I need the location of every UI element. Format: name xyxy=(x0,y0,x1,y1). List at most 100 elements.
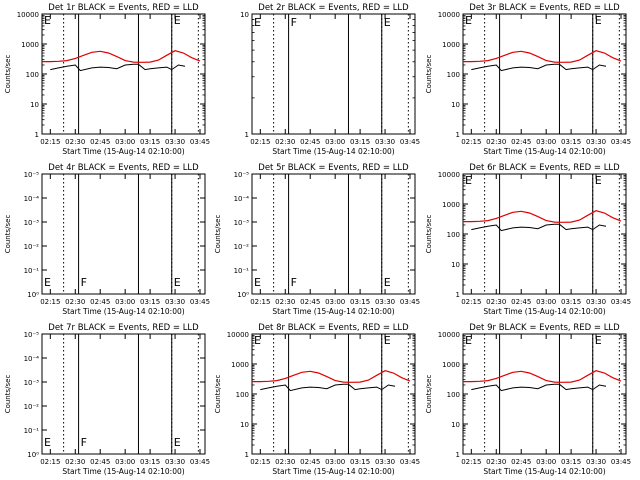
marker-label: E xyxy=(174,276,181,289)
x-tick-label: 03:30 xyxy=(586,138,606,146)
marker-label: E xyxy=(465,334,472,347)
y-tick-label: 10⁻³ xyxy=(24,379,40,387)
x-axis-label: Start Time (15-Aug-14 02:10:00) xyxy=(483,147,605,156)
panel-title: Det 8r BLACK = Events, RED = LLD xyxy=(258,323,409,333)
x-tick-label: 03:45 xyxy=(400,298,420,306)
x-axis-label: Start Time (15-Aug-14 02:10:00) xyxy=(272,467,394,476)
y-tick-label: 1000 xyxy=(21,41,39,49)
y-tick-label: 1000 xyxy=(442,361,460,369)
x-axis-label: Start Time (15-Aug-14 02:10:00) xyxy=(62,307,184,316)
panel-title: Det 2r BLACK = Events, RED = LLD xyxy=(258,3,409,13)
marker-label: E xyxy=(174,436,181,449)
y-tick-label: 10 xyxy=(451,421,460,429)
lld-series-line xyxy=(42,50,201,63)
x-tick-label: 02:15 xyxy=(40,458,60,466)
x-tick-label: 03:45 xyxy=(611,298,631,306)
lld-series-line xyxy=(463,370,622,383)
marker-label: F xyxy=(81,276,87,289)
x-tick-label: 02:45 xyxy=(511,298,531,306)
x-tick-label: 02:30 xyxy=(486,138,506,146)
y-tick-label: 1 xyxy=(456,451,460,459)
x-tick-label: 02:15 xyxy=(40,298,60,306)
x-tick-label: 02:45 xyxy=(300,138,320,146)
x-tick-label: 03:45 xyxy=(190,298,210,306)
marker-label: E xyxy=(384,334,391,347)
x-tick-label: 03:15 xyxy=(140,298,160,306)
x-tick-label: 02:30 xyxy=(275,298,295,306)
y-tick-label: 10⁻¹ xyxy=(24,427,40,435)
x-axis-label: Start Time (15-Aug-14 02:10:00) xyxy=(483,307,605,316)
x-tick-label: 03:30 xyxy=(165,298,185,306)
panel-det-2: Det 2r BLACK = Events, RED = LLD 1 10 02:15… xyxy=(240,3,420,156)
y-tick-label: 10000 xyxy=(438,171,460,179)
x-tick-label: 03:45 xyxy=(400,138,420,146)
y-tick-label: 1 xyxy=(456,131,460,139)
x-tick-label: 03:00 xyxy=(536,458,556,466)
x-tick-label: 02:45 xyxy=(90,298,110,306)
panel-title: Det 3r BLACK = Events, RED = LLD xyxy=(469,3,620,13)
x-tick-label: 03:00 xyxy=(325,298,345,306)
x-tick-label: 02:15 xyxy=(40,138,60,146)
y-tick-label: 10 xyxy=(240,11,249,19)
y-tick-label: 10 xyxy=(451,261,460,269)
x-tick-label: 03:15 xyxy=(350,298,370,306)
x-tick-label: 02:30 xyxy=(275,458,295,466)
panel-title: Det 6r BLACK = Events, RED = LLD xyxy=(469,163,620,173)
marker-label: E xyxy=(254,334,261,347)
panel-det-6: Det 6r BLACK = Events, RED = LLD 1 10 100 10… xyxy=(425,163,631,316)
y-tick-label: 10⁻² xyxy=(24,403,40,411)
y-tick-label: 10⁻⁵ xyxy=(234,171,250,179)
x-tick-label: 02:15 xyxy=(461,138,481,146)
events-series-line xyxy=(471,383,607,392)
x-tick-label: 02:30 xyxy=(65,298,85,306)
events-series-line xyxy=(260,383,396,392)
y-tick-label: 10⁻² xyxy=(234,243,250,251)
panel-det-5: Det 5r BLACK = Events, RED = LLD 10⁰ 10⁻¹ 1… xyxy=(214,163,420,316)
panel-det-4: Det 4r BLACK = Events, RED = LLD 10⁰ 10⁻¹ 1… xyxy=(4,163,210,316)
y-tick-label: 10⁻⁴ xyxy=(24,195,40,203)
x-tick-label: 03:30 xyxy=(375,298,395,306)
marker-label: E xyxy=(384,16,391,29)
y-axis-label: Counts/sec xyxy=(425,375,433,414)
marker-label: E xyxy=(44,14,51,27)
y-tick-label: 10⁰ xyxy=(27,291,39,299)
y-tick-label: 10000 xyxy=(438,11,460,19)
y-axis-label: Counts/sec xyxy=(214,215,222,254)
y-tick-label: 1000 xyxy=(442,41,460,49)
x-tick-label: 03:45 xyxy=(611,138,631,146)
x-axis-label: Start Time (15-Aug-14 02:10:00) xyxy=(62,467,184,476)
marker-label: E xyxy=(595,334,602,347)
marker-label: F xyxy=(291,16,297,29)
lld-series-line xyxy=(252,370,411,383)
x-tick-label: 03:30 xyxy=(375,138,395,146)
x-tick-label: 03:30 xyxy=(586,298,606,306)
x-tick-label: 03:00 xyxy=(536,138,556,146)
y-tick-label: 10⁻³ xyxy=(24,219,40,227)
y-tick-label: 10⁻¹ xyxy=(234,267,250,275)
panel-title: Det 4r BLACK = Events, RED = LLD xyxy=(48,163,199,173)
y-tick-label: 10 xyxy=(451,101,460,109)
y-tick-label: 10 xyxy=(240,421,249,429)
y-tick-label: 1 xyxy=(245,451,249,459)
marker-label: E xyxy=(465,14,472,27)
y-axis-label: Counts/sec xyxy=(425,55,433,94)
panel-title: Det 5r BLACK = Events, RED = LLD xyxy=(258,163,409,173)
x-tick-label: 03:30 xyxy=(375,458,395,466)
x-tick-label: 02:45 xyxy=(511,138,531,146)
x-tick-label: 03:00 xyxy=(115,458,135,466)
marker-label: E xyxy=(174,14,181,27)
x-tick-label: 02:30 xyxy=(486,458,506,466)
plot-frame xyxy=(462,13,627,135)
y-tick-label: 10000 xyxy=(227,331,249,339)
marker-label: E xyxy=(254,16,261,29)
y-tick-label: 10000 xyxy=(17,11,39,19)
x-tick-label: 02:45 xyxy=(300,298,320,306)
y-tick-label: 100 xyxy=(447,71,460,79)
x-tick-label: 02:30 xyxy=(65,138,85,146)
y-axis-label: Counts/sec xyxy=(4,375,12,414)
y-tick-label: 10⁻² xyxy=(24,243,40,251)
events-series-line xyxy=(471,63,607,72)
x-tick-label: 02:45 xyxy=(90,458,110,466)
marker-label: E xyxy=(44,436,51,449)
